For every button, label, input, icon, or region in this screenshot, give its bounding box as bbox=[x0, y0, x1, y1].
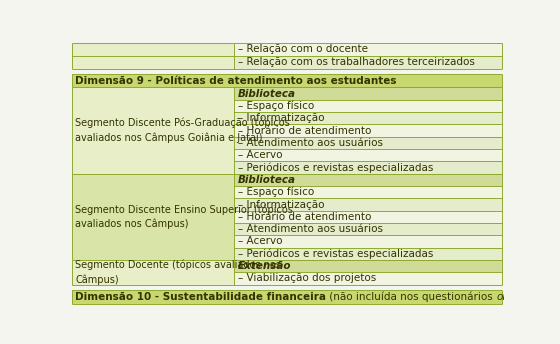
Text: ): ) bbox=[528, 292, 532, 302]
Text: – Viabilização dos projetos: – Viabilização dos projetos bbox=[238, 273, 376, 283]
Text: (não incluída nos questionários: (não incluída nos questionários bbox=[326, 292, 496, 302]
Bar bbox=[234, 235, 502, 248]
Bar bbox=[72, 56, 234, 69]
Bar bbox=[234, 125, 502, 137]
Text: online: online bbox=[496, 292, 528, 302]
Text: – Acervo: – Acervo bbox=[238, 236, 283, 247]
Bar bbox=[72, 290, 502, 304]
Text: Dimensão 9 - Políticas de atendimento aos estudantes: Dimensão 9 - Políticas de atendimento ao… bbox=[76, 76, 397, 86]
Bar bbox=[234, 87, 502, 100]
Text: Extensão: Extensão bbox=[238, 261, 292, 271]
Bar bbox=[234, 43, 502, 56]
Bar bbox=[234, 186, 502, 198]
Text: – Informatização: – Informatização bbox=[238, 200, 325, 209]
Bar bbox=[234, 223, 502, 235]
Text: Segmento Docente (tópicos avaliados nos
Câmpus): Segmento Docente (tópicos avaliados nos … bbox=[76, 260, 281, 285]
Text: Biblioteca: Biblioteca bbox=[238, 175, 296, 185]
Bar bbox=[234, 112, 502, 125]
Text: – Horário de atendimento: – Horário de atendimento bbox=[238, 126, 371, 136]
Bar bbox=[234, 198, 502, 211]
Bar bbox=[234, 248, 502, 260]
Text: Segmento Discente Ensino Superior (tópicos
avaliados nos Câmpus): Segmento Discente Ensino Superior (tópic… bbox=[76, 204, 293, 229]
Text: Segmento Discente Pós-Graduação (tópicos
avaliados nos Câmpus Goiânia e Jataí): Segmento Discente Pós-Graduação (tópicos… bbox=[76, 118, 290, 143]
Bar bbox=[234, 211, 502, 223]
Text: – Atendimento aos usuários: – Atendimento aos usuários bbox=[238, 138, 383, 148]
Bar bbox=[72, 43, 234, 56]
Text: – Periódicos e revistas especializadas: – Periódicos e revistas especializadas bbox=[238, 162, 433, 173]
Bar bbox=[234, 56, 502, 69]
Text: – Acervo: – Acervo bbox=[238, 150, 283, 160]
Text: – Periódicos e revistas especializadas: – Periódicos e revistas especializadas bbox=[238, 249, 433, 259]
Text: – Espaço físico: – Espaço físico bbox=[238, 187, 314, 197]
Bar bbox=[234, 149, 502, 161]
Bar bbox=[234, 137, 502, 149]
Text: Biblioteca: Biblioteca bbox=[238, 89, 296, 99]
Text: – Relação com o docente: – Relação com o docente bbox=[238, 44, 368, 54]
Bar bbox=[234, 260, 502, 272]
Text: – Relação com os trabalhadores terceirizados: – Relação com os trabalhadores terceiriz… bbox=[238, 57, 475, 67]
Bar bbox=[72, 260, 234, 284]
Bar bbox=[72, 174, 234, 260]
Text: – Atendimento aos usuários: – Atendimento aos usuários bbox=[238, 224, 383, 234]
Text: – Horário de atendimento: – Horário de atendimento bbox=[238, 212, 371, 222]
Text: – Informatização: – Informatização bbox=[238, 113, 325, 123]
Text: – Espaço físico: – Espaço físico bbox=[238, 101, 314, 111]
Bar bbox=[234, 100, 502, 112]
Bar bbox=[72, 74, 502, 87]
Bar bbox=[234, 161, 502, 174]
Bar bbox=[234, 272, 502, 284]
Text: Dimensão 10 - Sustentabilidade financeira: Dimensão 10 - Sustentabilidade financeir… bbox=[76, 292, 326, 302]
Bar bbox=[234, 174, 502, 186]
Bar bbox=[72, 87, 234, 174]
